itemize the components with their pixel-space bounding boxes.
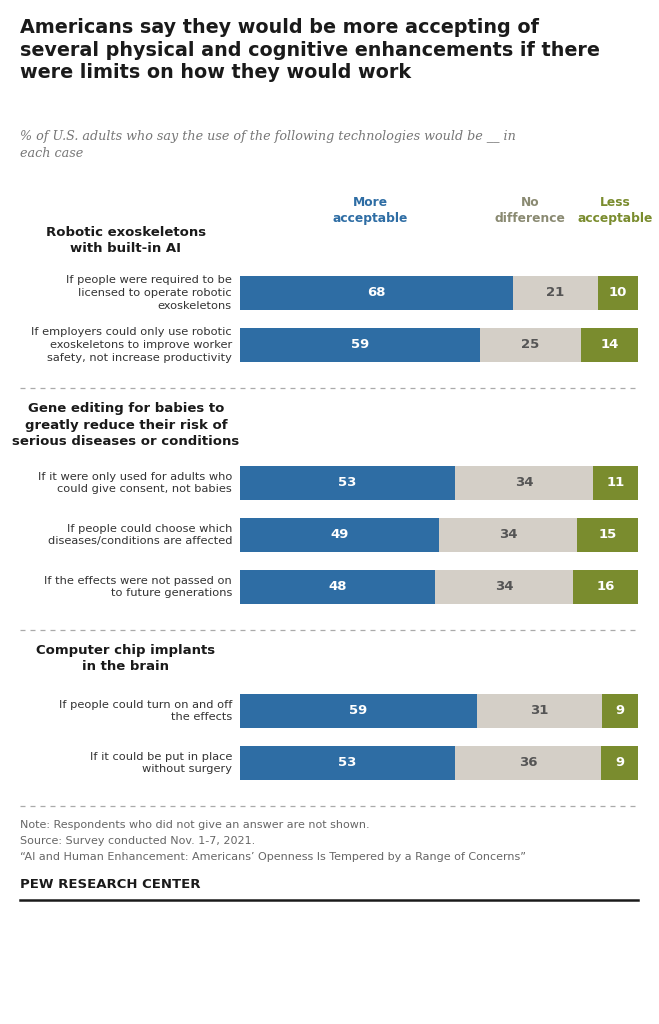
Bar: [513, 276, 598, 310]
Bar: [477, 694, 602, 728]
Text: 9: 9: [616, 705, 625, 718]
Text: 59: 59: [349, 705, 368, 718]
Text: More
acceptable: More acceptable: [332, 196, 408, 225]
Bar: [240, 276, 513, 310]
Bar: [240, 570, 435, 604]
Bar: [240, 328, 480, 362]
Text: 21: 21: [546, 287, 565, 299]
Text: Source: Survey conducted Nov. 1-7, 2021.: Source: Survey conducted Nov. 1-7, 2021.: [20, 836, 255, 846]
Text: 34: 34: [499, 528, 517, 542]
Text: If people were required to be
licensed to operate robotic
exoskeletons: If people were required to be licensed t…: [66, 275, 232, 311]
Text: % of U.S. adults who say the use of the following technologies would be __ in
ea: % of U.S. adults who say the use of the …: [20, 130, 516, 160]
Text: If employers could only use robotic
exoskeletons to improve worker
safety, not i: If employers could only use robotic exos…: [32, 328, 232, 362]
Text: 11: 11: [606, 476, 625, 489]
Text: 53: 53: [339, 757, 357, 769]
Text: PEW RESEARCH CENTER: PEW RESEARCH CENTER: [20, 878, 200, 891]
Text: “AI and Human Enhancement: Americans’ Openness Is Tempered by a Range of Concern: “AI and Human Enhancement: Americans’ Op…: [20, 852, 526, 862]
Text: If people could choose which
diseases/conditions are affected: If people could choose which diseases/co…: [47, 523, 232, 547]
Text: 9: 9: [615, 757, 624, 769]
Text: 16: 16: [596, 581, 615, 594]
Text: 34: 34: [515, 476, 534, 489]
Text: 10: 10: [609, 287, 627, 299]
Text: If people could turn on and off
the effects: If people could turn on and off the effe…: [59, 699, 232, 722]
Text: 31: 31: [530, 705, 549, 718]
Bar: [602, 694, 638, 728]
Bar: [240, 518, 439, 552]
Bar: [455, 466, 593, 500]
Text: Less
acceptable: Less acceptable: [577, 196, 652, 225]
Bar: [581, 328, 638, 362]
Text: Robotic exoskeletons
with built-in AI: Robotic exoskeletons with built-in AI: [46, 226, 206, 256]
Bar: [577, 518, 638, 552]
Text: 68: 68: [368, 287, 386, 299]
Bar: [480, 328, 581, 362]
Bar: [439, 518, 577, 552]
Text: 59: 59: [351, 339, 369, 351]
Bar: [598, 276, 638, 310]
Bar: [435, 570, 573, 604]
Text: If it were only used for adults who
could give consent, not babies: If it were only used for adults who coul…: [38, 472, 232, 495]
Text: If it could be put in place
without surgery: If it could be put in place without surg…: [90, 752, 232, 774]
Text: Gene editing for babies to
greatly reduce their risk of
serious diseases or cond: Gene editing for babies to greatly reduc…: [13, 402, 240, 449]
Text: 48: 48: [328, 581, 347, 594]
Text: Note: Respondents who did not give an answer are not shown.: Note: Respondents who did not give an an…: [20, 820, 370, 830]
Text: Computer chip implants
in the brain: Computer chip implants in the brain: [36, 644, 215, 674]
Text: 15: 15: [598, 528, 617, 542]
Text: Americans say they would be more accepting of
several physical and cognitive enh: Americans say they would be more accepti…: [20, 18, 600, 83]
Bar: [455, 746, 602, 780]
Bar: [240, 746, 455, 780]
Text: 49: 49: [330, 528, 349, 542]
Text: 34: 34: [495, 581, 513, 594]
Bar: [593, 466, 638, 500]
Text: 53: 53: [339, 476, 357, 489]
Bar: [240, 694, 477, 728]
Bar: [602, 746, 638, 780]
Text: 14: 14: [600, 339, 619, 351]
Text: No
difference: No difference: [494, 196, 565, 225]
Text: 36: 36: [519, 757, 538, 769]
Text: 25: 25: [521, 339, 540, 351]
Text: If the effects were not passed on
to future generations: If the effects were not passed on to fut…: [44, 575, 232, 598]
Bar: [240, 466, 455, 500]
Bar: [573, 570, 638, 604]
